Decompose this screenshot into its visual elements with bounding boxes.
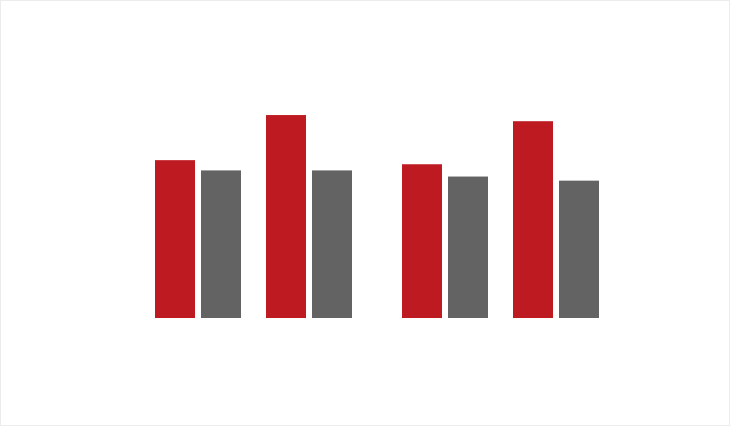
bars-group — [155, 115, 599, 318]
bar-series2-group1 — [201, 170, 241, 318]
bar-series1-group3 — [402, 164, 442, 318]
bar-series2-group4 — [559, 180, 599, 318]
bar-series1-group1 — [155, 160, 195, 318]
bar-series2-group3 — [448, 176, 488, 318]
bar-series1-group2 — [266, 115, 306, 318]
bar-series2-group2 — [312, 170, 352, 318]
bar-series1-group4 — [513, 121, 553, 318]
